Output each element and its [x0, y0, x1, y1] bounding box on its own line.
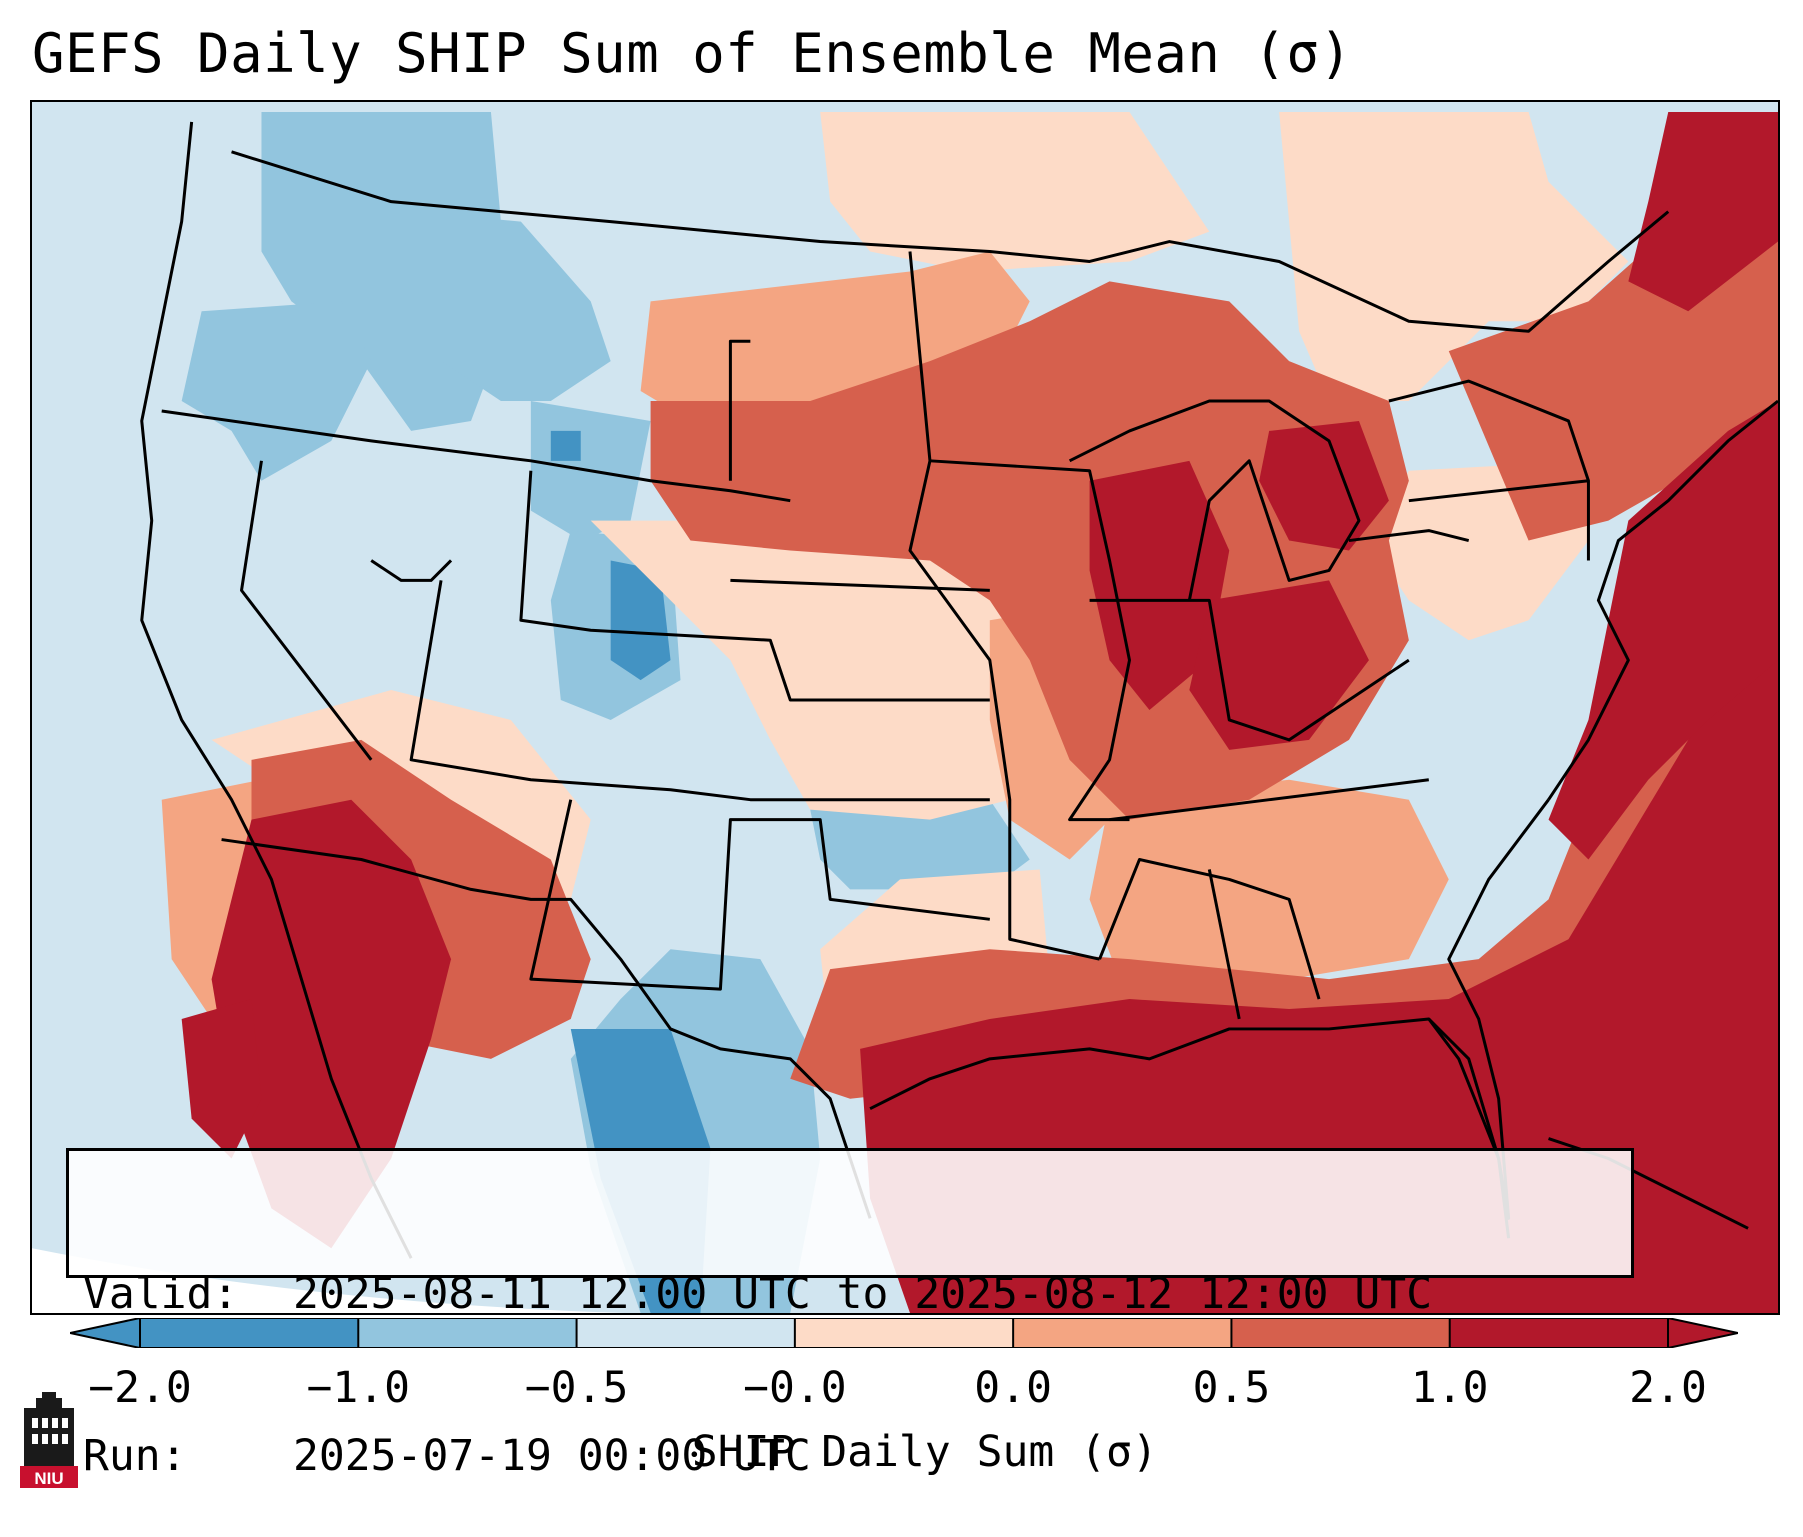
east-coast [1547, 399, 1778, 801]
valid-label: Valid: [83, 1269, 239, 1319]
colorbar-tick-label: 0.5 [1192, 1363, 1271, 1413]
colorbar-segment [576, 1318, 796, 1348]
colorbar-segment [140, 1318, 359, 1348]
anomaly-region-blue-oklahoma [810, 799, 1030, 890]
great-lakes [1068, 399, 1470, 601]
anomaly-region-darkred-atlantic [1548, 401, 1778, 860]
state-line-16 [1388, 379, 1590, 482]
state-line-14 [1207, 869, 1241, 1020]
logo-text: NIU [34, 1469, 63, 1488]
colorbar-extend-high [1668, 1318, 1738, 1348]
state-line-3 [370, 559, 453, 582]
us-mexico-border [221, 838, 872, 1219]
anomaly-region-salmon-plains [590, 520, 1030, 820]
colorbar-tick-label: −2.0 [88, 1363, 192, 1413]
colorbar-tick-label: −0.0 [743, 1363, 847, 1413]
run-label: Run: [83, 1431, 187, 1481]
colorbar-segment [358, 1318, 578, 1348]
colorbar-segment [1013, 1318, 1232, 1348]
colorbar-segment [1449, 1318, 1669, 1348]
colorbar-segment [794, 1318, 1014, 1348]
colorbar-tick-label: −0.5 [524, 1363, 629, 1413]
state-line-4 [409, 580, 990, 802]
anomaly-region-darkred-baja [211, 799, 452, 1249]
anomaly-region-darkred-ne-corner [1628, 111, 1778, 312]
state-line-8 [529, 799, 990, 991]
anomaly-region-blue-oregon [181, 301, 372, 481]
colorbar [70, 1318, 1738, 1348]
anomaly-region-darkred-pacific [181, 999, 262, 1159]
colorbar-extend-low [70, 1318, 140, 1348]
state-line-5 [519, 470, 990, 702]
state-line-1 [161, 409, 791, 503]
anomaly-region-dark-blue-colorado [610, 560, 671, 681]
colorbar-label: SHIP Daily Sum (σ) [691, 1427, 1158, 1477]
valid-line: Valid: 2025-08-11 12:00 UTC to 2025-08-12… [83, 1267, 1631, 1321]
map-title: GEFS Daily SHIP Sum of Ensemble Mean (σ) [32, 22, 1353, 85]
boundaries [140, 121, 1778, 1259]
projection-edge [32, 1248, 930, 1313]
colorbar-tick-label: 2.0 [1629, 1363, 1707, 1413]
state-line-6 [728, 339, 751, 481]
state-line-13 [1098, 858, 1321, 1000]
us-canada-border [231, 150, 1670, 333]
colorbar-tick-label: 0.0 [974, 1363, 1052, 1413]
anomaly-region-orange-southeast [1089, 779, 1449, 1000]
anomaly-region-darkred-midwest-core [1089, 460, 1230, 710]
anomaly-region-salmon-ne [1279, 111, 1629, 402]
run-value: 2025-07-19 00:00 UTC [293, 1431, 811, 1481]
valid-value: 2025-08-11 12:00 UTC to 2025-08-12 12:00… [293, 1269, 1433, 1319]
state-line-2 [240, 460, 373, 761]
map-panel [30, 100, 1780, 1315]
colorbar-tick-label: −1.0 [306, 1363, 411, 1413]
valid-run-info-box: Valid: 2025-08-11 12:00 UTC to 2025-08-12… [66, 1148, 1634, 1481]
state-line-12 [1109, 778, 1429, 822]
anomaly-region-salmon-north [820, 111, 1210, 272]
coastline-west [140, 121, 413, 1259]
anomaly-map [32, 102, 1778, 1313]
state-line-10 [929, 459, 1131, 822]
colorbar-segment [1231, 1318, 1451, 1348]
anomaly-region-darkred-ohio [1189, 580, 1369, 750]
anomaly-region-blue-idaho [411, 211, 611, 402]
niu-logo: NIU [20, 1392, 78, 1488]
run-line: Run: 2025-07-19 00:00 UTC [83, 1429, 1631, 1483]
gulf-coast [869, 798, 1550, 1220]
state-line-7 [730, 578, 990, 592]
colorbar-tick-label: 1.0 [1410, 1363, 1489, 1413]
anomaly-region-dark-blue-wy [550, 430, 581, 461]
